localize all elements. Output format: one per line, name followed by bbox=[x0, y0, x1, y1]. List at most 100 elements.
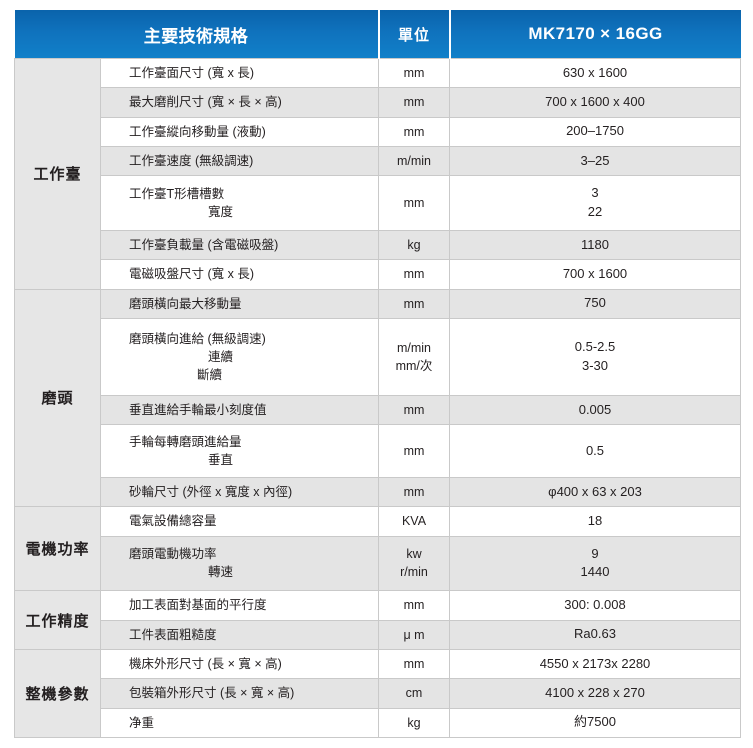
table-row: 包裝箱外形尺寸 (長 × 寬 × 高) cm 4100 x 228 x 270 bbox=[15, 678, 741, 709]
value-cell: 18 bbox=[449, 506, 741, 537]
unit-cell: mm bbox=[378, 590, 450, 621]
unit-cell: mm bbox=[378, 259, 450, 290]
unit-cell: mm bbox=[378, 87, 450, 118]
unit-cell: kw r/min bbox=[378, 535, 450, 592]
table-row: 磨頭電動機功率 轉速 kw r/min 9 1440 bbox=[15, 535, 741, 592]
unit-cell: m/min bbox=[378, 145, 450, 177]
table-row: 工作臺速度 (無級調速) m/min 3–25 bbox=[15, 145, 741, 177]
spec-item-label: 電氣設備總容量 bbox=[129, 514, 217, 529]
spec-item-cell: 工作臺縱向移動量 (液動) bbox=[100, 116, 379, 147]
value-cell: 0.5 bbox=[449, 424, 741, 478]
spec-item-label: 機床外形尺寸 (長 × 寬 × 高) bbox=[129, 657, 282, 672]
value-cell: 1180 bbox=[449, 229, 741, 261]
value-cell: 0.5-2.5 3-30 bbox=[449, 317, 741, 396]
unit-cell: kg bbox=[378, 229, 450, 261]
spec-item-cell: 磨頭橫向最大移動量 bbox=[100, 288, 379, 319]
value-label: Ra0.63 bbox=[574, 626, 616, 642]
spec-item-subline: 垂直 bbox=[207, 453, 233, 468]
table-row: 最大磨削尺寸 (寬 × 長 × 高) mm 700 x 1600 x 400 bbox=[15, 87, 741, 118]
unit-label: m/min bbox=[396, 154, 432, 169]
value-cell: 4550 x 2173x 2280 bbox=[449, 648, 741, 680]
table-row: 工作臺 工作臺面尺寸 (寬 x 長) mm 630 x 1600 bbox=[14, 57, 741, 290]
unit-cell: mm bbox=[378, 175, 450, 231]
spec-item-cell: 净重 bbox=[100, 707, 379, 739]
value-cell: φ400 x 63 x 203 bbox=[449, 476, 741, 508]
table-row: 净重 kg 約7500 bbox=[15, 707, 741, 739]
unit-cell: mm bbox=[378, 116, 450, 147]
spec-item-label: 磨頭電動機功率 bbox=[129, 547, 217, 562]
value-label-2: 22 bbox=[587, 204, 603, 220]
table-row: 垂直進給手輪最小刻度值 mm 0.005 bbox=[15, 394, 741, 426]
unit-cell: mm bbox=[378, 648, 450, 680]
unit-label: mm bbox=[403, 66, 425, 81]
value-cell: 300: 0.008 bbox=[449, 590, 741, 621]
table-row: 工件表面粗糙度 μ m Ra0.63 bbox=[15, 619, 741, 650]
unit-cell: mm bbox=[378, 57, 450, 89]
header-unit-title: 單位 bbox=[377, 10, 451, 59]
table-row: 磨頭橫向進給 (無級調速) 連續 斷續 m/min mm/次 0.5-2.5 3-30 bbox=[15, 317, 741, 396]
unit-label: mm bbox=[403, 95, 425, 110]
spec-item-cell: 磨頭橫向進給 (無級調速) 連續 斷續 bbox=[100, 317, 379, 396]
unit-label: mm bbox=[403, 267, 425, 282]
unit-label: mm bbox=[403, 485, 425, 500]
unit-cell: μ m bbox=[378, 619, 450, 650]
value-label: 200–1750 bbox=[566, 123, 624, 139]
value-label: 0.5-2.5 bbox=[574, 339, 616, 355]
table-row: 整機參數 機床外形尺寸 (長 × 寬 × 高) mm 4550 x 2173x 228… bbox=[14, 648, 741, 739]
spec-item-cell: 工作臺速度 (無級調速) bbox=[100, 145, 379, 177]
value-cell: 3 22 bbox=[449, 175, 741, 231]
unit-label-2: mm/次 bbox=[395, 358, 433, 373]
unit-label: mm bbox=[403, 296, 425, 311]
spec-item-cell: 工作臺面尺寸 (寬 x 長) bbox=[100, 57, 379, 89]
spec-item-cell: 機床外形尺寸 (長 × 寬 × 高) bbox=[100, 648, 379, 680]
unit-cell: mm bbox=[378, 424, 450, 478]
value-label: 18 bbox=[587, 513, 603, 529]
unit-cell: mm bbox=[378, 394, 450, 426]
table-row: 工作臺T形槽槽數 寬度 mm 3 22 bbox=[15, 175, 741, 231]
spec-item-cell: 電氣設備總容量 bbox=[100, 506, 379, 537]
value-label: φ400 x 63 x 203 bbox=[548, 483, 642, 499]
value-cell: 約7500 bbox=[449, 707, 741, 739]
spec-item-label: 電磁吸盤尺寸 (寬 x 長) bbox=[129, 267, 254, 282]
value-label: 4100 x 228 x 270 bbox=[545, 684, 645, 700]
spec-item-label: 工作臺面尺寸 (寬 x 長) bbox=[129, 66, 254, 81]
table-row: 工作精度 加工表面對基面的平行度 mm 300: 0.008 bbox=[14, 590, 741, 650]
value-label: 700 x 1600 bbox=[562, 266, 628, 281]
value-label: 0.5 bbox=[585, 442, 605, 458]
spec-item-subline-2: 斷續 bbox=[196, 368, 222, 382]
unit-label: cm bbox=[405, 686, 423, 701]
unit-label: m/min bbox=[396, 340, 432, 355]
spec-item-label: 工作臺縱向移動量 (液動) bbox=[129, 124, 266, 139]
value-cell: 0.005 bbox=[449, 394, 741, 426]
unit-cell: mm bbox=[378, 288, 450, 319]
value-label: 3 bbox=[591, 185, 599, 201]
value-cell: Ra0.63 bbox=[449, 619, 741, 650]
value-label: 約7500 bbox=[574, 714, 616, 730]
spec-item-label: 包裝箱外形尺寸 (長 × 寬 × 高) bbox=[129, 686, 295, 701]
unit-label: mm bbox=[403, 124, 425, 139]
table-row: 工作臺縱向移動量 (液動) mm 200–1750 bbox=[15, 116, 741, 147]
table-header-row: 主要技術規格 單位 MK7170 × 16GG bbox=[14, 10, 741, 59]
unit-label: mm bbox=[403, 657, 425, 672]
spec-item-cell: 工件表面粗糙度 bbox=[100, 619, 379, 650]
unit-cell: KVA bbox=[378, 506, 450, 537]
spec-item-label: 磨頭橫向最大移動量 bbox=[129, 296, 242, 311]
table-body: 工作臺 工作臺面尺寸 (寬 x 長) mm 630 x 1600 最大磨削尺寸 (寬 ×… bbox=[14, 57, 741, 739]
table-header: 主要技術規格 單位 MK7170 × 16GG bbox=[14, 10, 741, 59]
spec-item-label: 净重 bbox=[129, 715, 155, 730]
value-cell: 4100 x 228 x 270 bbox=[449, 678, 741, 709]
value-label: 750 bbox=[584, 295, 606, 311]
spec-item-label: 砂輪尺寸 (外徑 x 寬度 x 內徑) bbox=[129, 485, 293, 500]
spec-item-cell: 最大磨削尺寸 (寬 × 長 × 高) bbox=[100, 87, 379, 118]
value-label: 700 x 1600 x 400 bbox=[545, 94, 645, 110]
spec-item-label: 工作臺速度 (無級調速) bbox=[129, 154, 254, 169]
unit-label-2: r/min bbox=[400, 565, 428, 580]
table-row: 砂輪尺寸 (外徑 x 寬度 x 內徑) mm φ400 x 63 x 203 bbox=[15, 476, 741, 508]
spec-item-label: 工件表面粗糙度 bbox=[129, 627, 217, 642]
unit-label: μ m bbox=[403, 627, 425, 642]
unit-label: mm bbox=[403, 196, 425, 211]
unit-label: mm bbox=[403, 598, 425, 613]
spec-item-cell: 垂直進給手輪最小刻度值 bbox=[100, 394, 379, 426]
value-cell: 700 x 1600 bbox=[449, 259, 741, 290]
spec-item-label: 加工表面對基面的平行度 bbox=[129, 598, 267, 613]
